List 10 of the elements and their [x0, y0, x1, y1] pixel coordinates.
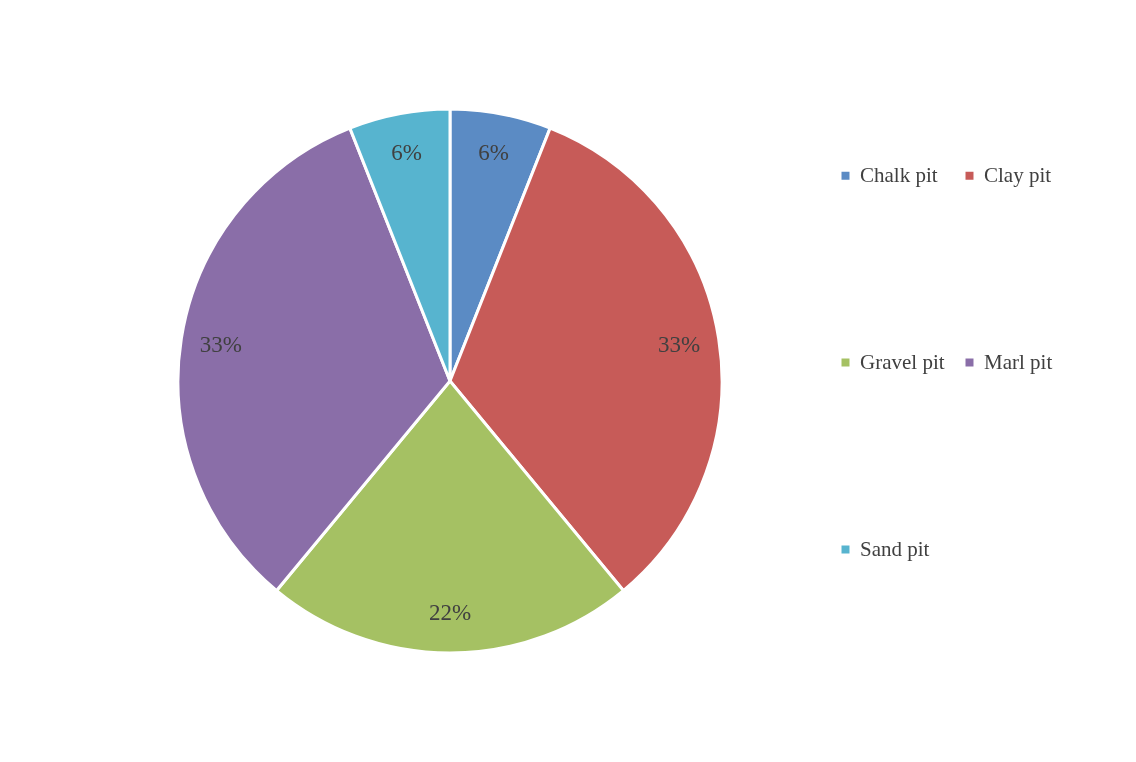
legend-label: Sand pit [860, 536, 930, 561]
legend-label: Marl pit [984, 349, 1053, 374]
data-label: 6% [478, 140, 509, 166]
data-label: 6% [391, 140, 422, 166]
legend-label: Clay pit [984, 162, 1052, 187]
data-label: 22% [428, 600, 472, 625]
data-label: 33% [658, 331, 701, 357]
data-label: 33% [199, 331, 242, 357]
legend-label: Chalk pit [860, 162, 938, 187]
legend-label: Gravel pit [860, 349, 945, 374]
